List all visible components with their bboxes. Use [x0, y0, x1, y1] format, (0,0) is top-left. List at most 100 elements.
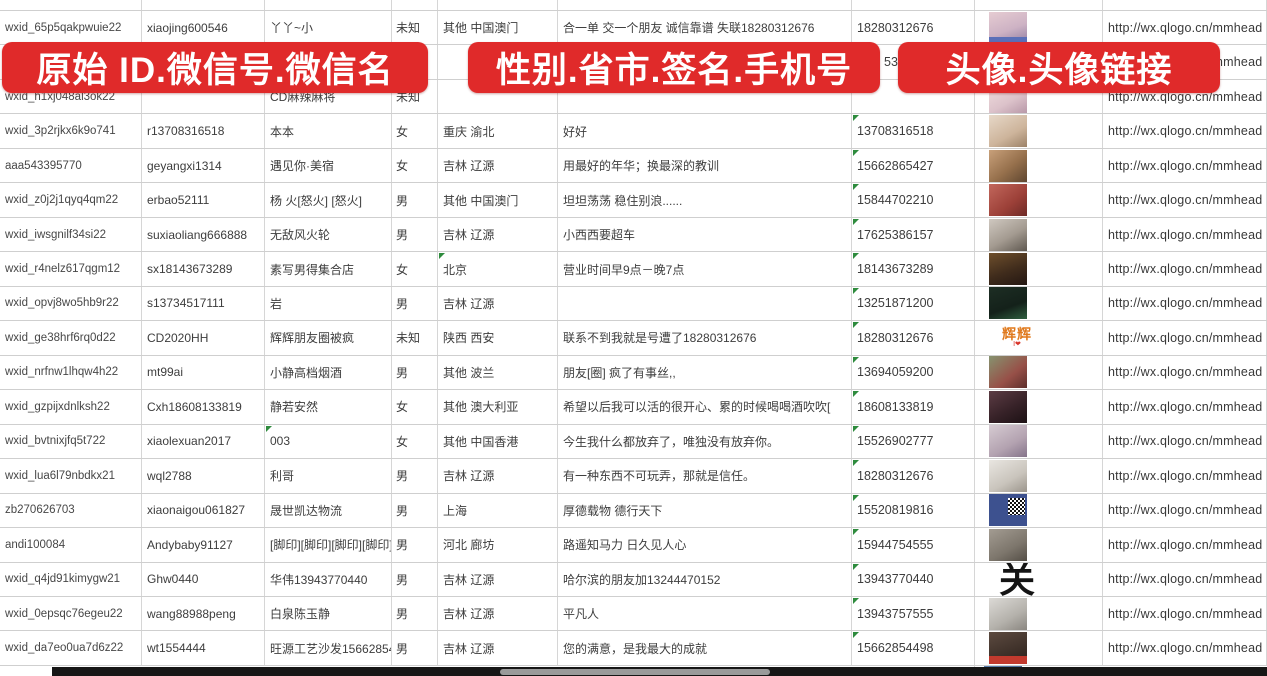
cell-avatar[interactable]: [975, 217, 1103, 252]
cell-signature[interactable]: 营业时间早9点－晚7点: [558, 252, 852, 286]
cell-gender[interactable]: 女: [392, 390, 438, 424]
cell-wechat-id[interactable]: xiaonaigou061827: [142, 493, 265, 528]
cell-id[interactable]: wxid_iwsgnilf34si22: [0, 217, 142, 252]
cell-avatar[interactable]: 关: [975, 562, 1103, 596]
cell-gender[interactable]: 男: [392, 528, 438, 562]
cell-gender[interactable]: 男: [392, 596, 438, 631]
cell-gender[interactable]: 男: [392, 183, 438, 217]
cell-id[interactable]: wxid_bvtnixjfq5t722: [0, 424, 142, 459]
cell-id[interactable]: wxid_r4nelz617qgm12: [0, 252, 142, 286]
cell-name[interactable]: 白泉陈玉静: [265, 596, 392, 631]
cell-region[interactable]: 陕西 西安: [438, 321, 558, 355]
cell-name[interactable]: 丫丫~小: [265, 11, 392, 45]
cell-link[interactable]: http://wx.qlogo.cn/mmhead: [1103, 321, 1267, 355]
cell-region[interactable]: 其他 中国澳门: [438, 11, 558, 45]
cell-region[interactable]: 其他 中国香港: [438, 424, 558, 459]
cell-id[interactable]: wxid_q4jd91kimygw21: [0, 562, 142, 596]
cell-phone[interactable]: 13708316518: [852, 114, 975, 148]
cell-wechat-id[interactable]: geyangxi1314: [142, 148, 265, 183]
cell-id[interactable]: wxid_nrfnw1lhqw4h22: [0, 355, 142, 390]
cell-region[interactable]: 河北 廊坊: [438, 528, 558, 562]
cell-name[interactable]: 小静高档烟酒: [265, 355, 392, 390]
cell-name[interactable]: 杨 火[怒火] [怒火]: [265, 183, 392, 217]
cell-name[interactable]: 辉辉朋友圈被疯: [265, 321, 392, 355]
cell-gender[interactable]: 女: [392, 148, 438, 183]
cell-phone[interactable]: 15520819816: [852, 493, 975, 528]
cell-region[interactable]: 北京: [438, 252, 558, 286]
cell-region[interactable]: 其他 波兰: [438, 355, 558, 390]
cell-region[interactable]: 其他 中国澳门: [438, 183, 558, 217]
cell-region[interactable]: 吉林 辽源: [438, 596, 558, 631]
cell-avatar[interactable]: [975, 355, 1103, 390]
cell-id[interactable]: wxid_ge38hrf6rq0d22: [0, 321, 142, 355]
cell-avatar[interactable]: [975, 528, 1103, 562]
cell-avatar[interactable]: [975, 493, 1103, 528]
cell-signature[interactable]: 联系不到我就是号遭了18280312676: [558, 321, 852, 355]
cell-avatar[interactable]: [975, 424, 1103, 459]
cell-wechat-id[interactable]: wang88988peng: [142, 596, 265, 631]
cell-link[interactable]: http://wx.qlogo.cn/mmhead: [1103, 286, 1267, 321]
cell-gender[interactable]: 男: [392, 631, 438, 665]
cell-avatar[interactable]: [975, 596, 1103, 631]
cell-wechat-id[interactable]: wql2788: [142, 459, 265, 493]
cell-gender[interactable]: 未知: [392, 79, 438, 114]
cell-phone[interactable]: 18608133819: [852, 390, 975, 424]
cell-name[interactable]: 华伟13943770440: [265, 562, 392, 596]
cell-gender[interactable]: 女: [392, 424, 438, 459]
cell-avatar[interactable]: [975, 459, 1103, 493]
cell-phone[interactable]: 18280312676: [852, 459, 975, 493]
cell-wechat-id[interactable]: suxiaoliang666888: [142, 217, 265, 252]
cell-link[interactable]: http://wx.qlogo.cn/mmhead: [1103, 562, 1267, 596]
cell-region[interactable]: [438, 79, 558, 114]
cell-gender[interactable]: 男: [392, 217, 438, 252]
cell-wechat-id[interactable]: Andybaby91127: [142, 528, 265, 562]
cell-link[interactable]: http://wx.qlogo.cn/mmhead: [1103, 355, 1267, 390]
cell-wechat-id[interactable]: xiaolexuan2017: [142, 424, 265, 459]
cell-signature[interactable]: [558, 79, 852, 114]
cell-wechat-id[interactable]: wt1554444: [142, 631, 265, 665]
cell-wechat-id[interactable]: CD2020HH: [142, 321, 265, 355]
cell-id[interactable]: andi100084: [0, 528, 142, 562]
cell-name[interactable]: 遇见你·美宿: [265, 148, 392, 183]
cell-avatar[interactable]: [975, 390, 1103, 424]
cell-name[interactable]: 素写男得集合店: [265, 252, 392, 286]
cell-id[interactable]: wxid_gzpijxdnlksh22: [0, 390, 142, 424]
cell-gender[interactable]: 男: [392, 562, 438, 596]
cell-gender[interactable]: 男: [392, 355, 438, 390]
cell-wechat-id[interactable]: sx18143673289: [142, 252, 265, 286]
cell-region[interactable]: 上海: [438, 493, 558, 528]
cell-id[interactable]: wxid_opvj8wo5hb9r22: [0, 286, 142, 321]
cell-name[interactable]: 静若安然: [265, 390, 392, 424]
cell-signature[interactable]: 路遥知马力 日久见人心: [558, 528, 852, 562]
cell-link[interactable]: http://wx.qlogo.cn/mmhead: [1103, 183, 1267, 217]
cell-link[interactable]: http://wx.qlogo.cn/mmhead: [1103, 217, 1267, 252]
cell-avatar[interactable]: [975, 114, 1103, 148]
cell-wechat-id[interactable]: xiaojing600546: [142, 11, 265, 45]
cell-signature[interactable]: 哈尔滨的朋友加13244470152: [558, 562, 852, 596]
cell-signature[interactable]: 您的满意，是我最大的成就: [558, 631, 852, 665]
cell-gender[interactable]: [392, 45, 438, 79]
cell-region[interactable]: 吉林 辽源: [438, 631, 558, 665]
cell-phone[interactable]: 18280312676: [852, 321, 975, 355]
cell-name[interactable]: CD麻辣麻将: [265, 79, 392, 114]
cell-link[interactable]: http://wx.qlogo.cn/mmhead: [1103, 148, 1267, 183]
cell-gender[interactable]: 男: [392, 493, 438, 528]
cell-gender[interactable]: 男: [392, 459, 438, 493]
cell-id[interactable]: wxid_z0j2j1qyq4qm22: [0, 183, 142, 217]
cell-region[interactable]: 其他 澳大利亚: [438, 390, 558, 424]
cell-wechat-id[interactable]: s13734517111: [142, 286, 265, 321]
cell-signature[interactable]: 有一种东西不可玩弄，那就是信任。: [558, 459, 852, 493]
cell-phone[interactable]: 17625386157: [852, 217, 975, 252]
cell-name[interactable]: 旺源工艺沙发15662854: [265, 631, 392, 665]
cell-phone[interactable]: 13943757555: [852, 596, 975, 631]
cell-name[interactable]: 岩: [265, 286, 392, 321]
cell-signature[interactable]: 希望以后我可以活的很开心、累的时候喝喝酒吹吹[: [558, 390, 852, 424]
cell-link[interactable]: http://wx.qlogo.cn/mmhead: [1103, 459, 1267, 493]
cell-signature[interactable]: 平凡人: [558, 596, 852, 631]
cell-name[interactable]: 晟世凯达物流: [265, 493, 392, 528]
cell-id[interactable]: aaa543395770: [0, 148, 142, 183]
cell-link[interactable]: http://wx.qlogo.cn/mmhead: [1103, 11, 1267, 45]
cell-avatar[interactable]: [975, 252, 1103, 286]
cell-id[interactable]: wxid_0epsqc76egeu22: [0, 596, 142, 631]
cell-region[interactable]: 吉林 辽源: [438, 459, 558, 493]
